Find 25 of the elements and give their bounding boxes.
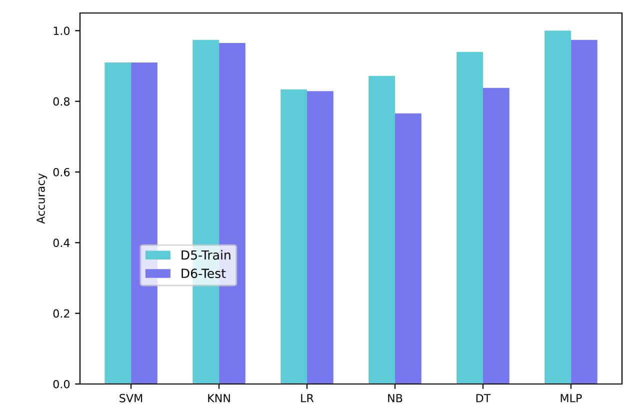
y-tick-label: 1.0 xyxy=(54,26,70,36)
bar xyxy=(104,62,132,384)
bar xyxy=(570,40,598,384)
y-tick-label: 0.8 xyxy=(53,97,70,106)
bar xyxy=(280,89,308,384)
bar xyxy=(482,88,510,384)
y-tick-label: 0.0 xyxy=(53,380,70,388)
x-tick-label: KNN xyxy=(208,394,230,402)
x-tick-label: MLP xyxy=(560,394,582,402)
y-axis-title: Accuracy xyxy=(36,173,48,224)
bar xyxy=(368,76,395,384)
legend-label: D5-Train xyxy=(182,250,230,260)
bar xyxy=(307,91,334,384)
bar xyxy=(394,113,422,384)
y-tick-label: 0.4 xyxy=(53,238,70,248)
bar xyxy=(456,52,483,384)
y-tick-label: 0.6 xyxy=(53,168,70,176)
legend-label: D6-Test xyxy=(182,268,226,278)
bar xyxy=(131,62,158,384)
x-tick-label: DT xyxy=(476,394,491,402)
y-tick-label: 0.2 xyxy=(53,309,70,318)
bar xyxy=(544,30,571,384)
x-tick-label: SVM xyxy=(120,394,142,402)
x-tick-label: LR xyxy=(301,394,314,402)
x-tick-label: NB xyxy=(388,394,402,402)
